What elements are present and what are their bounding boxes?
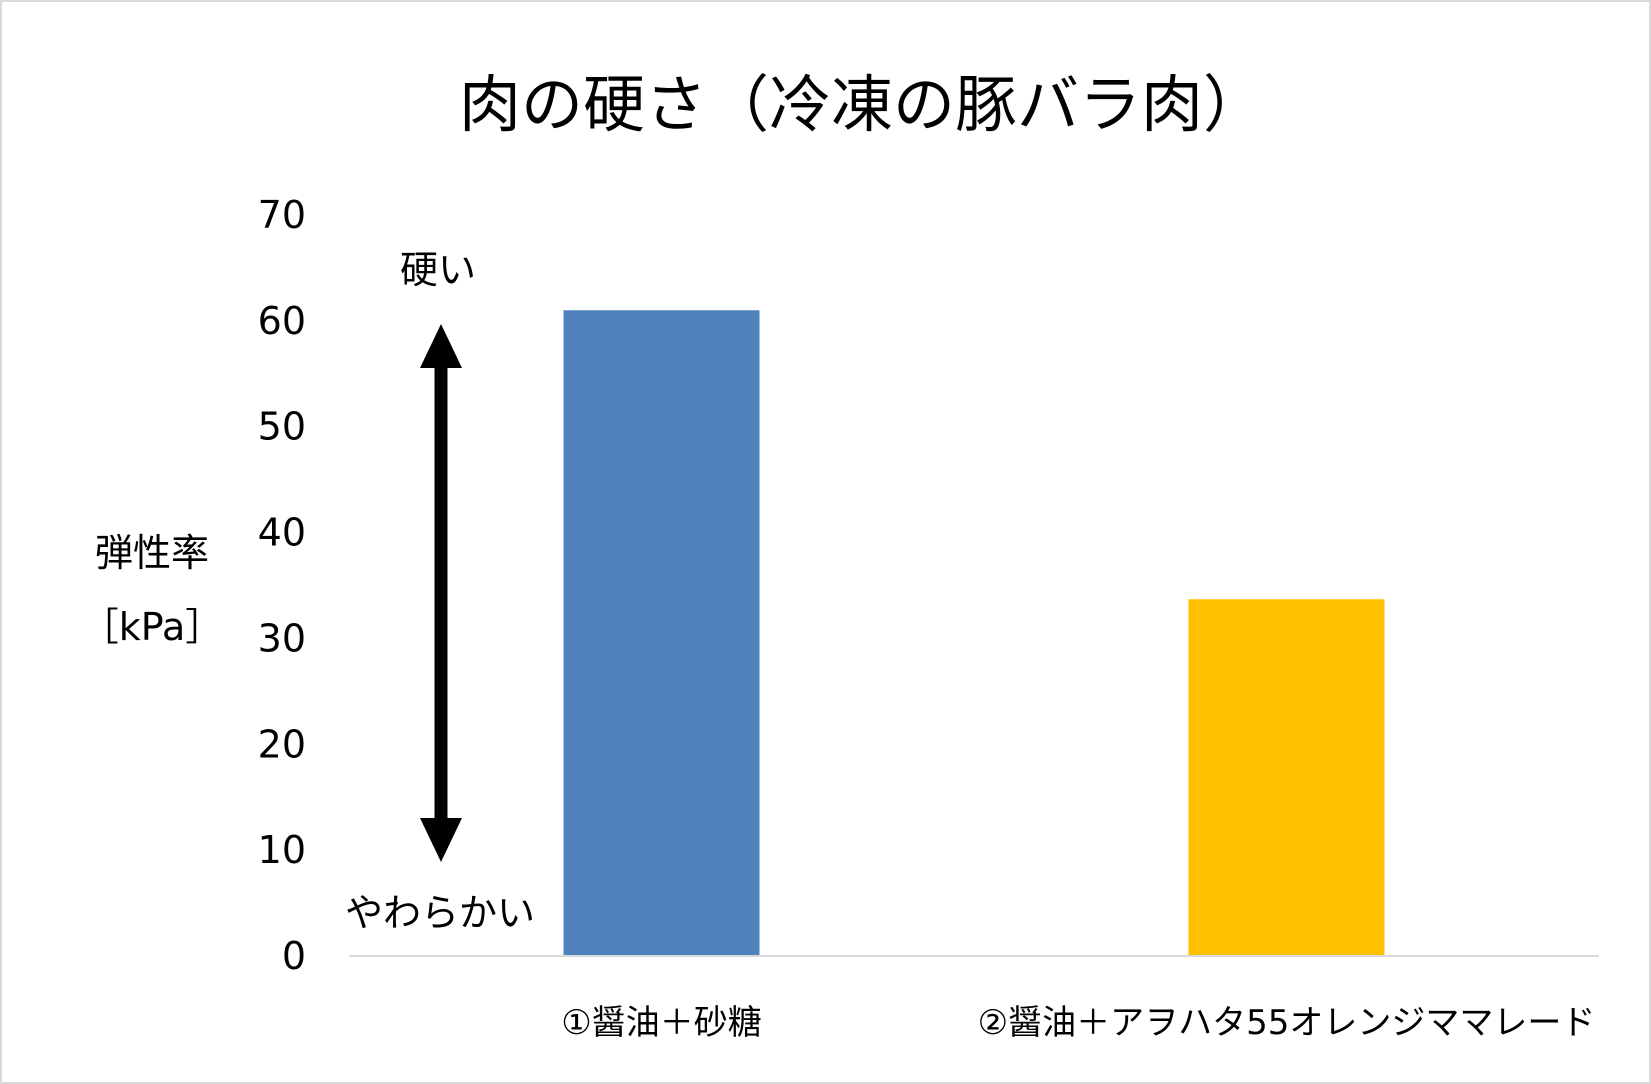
y-tick-label: 50 bbox=[258, 405, 306, 449]
annotation-hard: 硬い bbox=[400, 248, 476, 292]
y-axis-label-line-1: 弾性率 bbox=[95, 531, 209, 575]
bars bbox=[563, 310, 1385, 956]
y-tick-label: 20 bbox=[258, 722, 306, 766]
x-axis-categories: ①醤油＋砂糖 ②醤油＋アヲハタ55オレンジママレード bbox=[561, 1003, 1595, 1043]
y-axis-label-line-2: ［kPa］ bbox=[81, 605, 224, 649]
x-category-label: ①醤油＋砂糖 bbox=[561, 1003, 761, 1043]
bar-2 bbox=[1188, 599, 1385, 956]
y-tick-label: 60 bbox=[258, 299, 306, 343]
double-headed-vertical-arrow-icon bbox=[420, 324, 462, 862]
y-tick-label: 70 bbox=[258, 193, 306, 237]
chart-title: 肉の硬さ（冷凍の豚バラ肉） bbox=[459, 68, 1265, 141]
bar-1 bbox=[563, 310, 760, 956]
y-tick-label: 0 bbox=[282, 934, 306, 978]
annotation-soft: やわらかい bbox=[345, 891, 535, 935]
y-tick-label: 30 bbox=[258, 616, 306, 660]
y-tick-label: 10 bbox=[258, 828, 306, 872]
y-axis-ticks: 0 10 20 30 40 50 60 70 bbox=[258, 193, 306, 978]
x-category-label: ②醤油＋アヲハタ55オレンジママレード bbox=[978, 1003, 1596, 1043]
y-tick-label: 40 bbox=[258, 511, 306, 555]
